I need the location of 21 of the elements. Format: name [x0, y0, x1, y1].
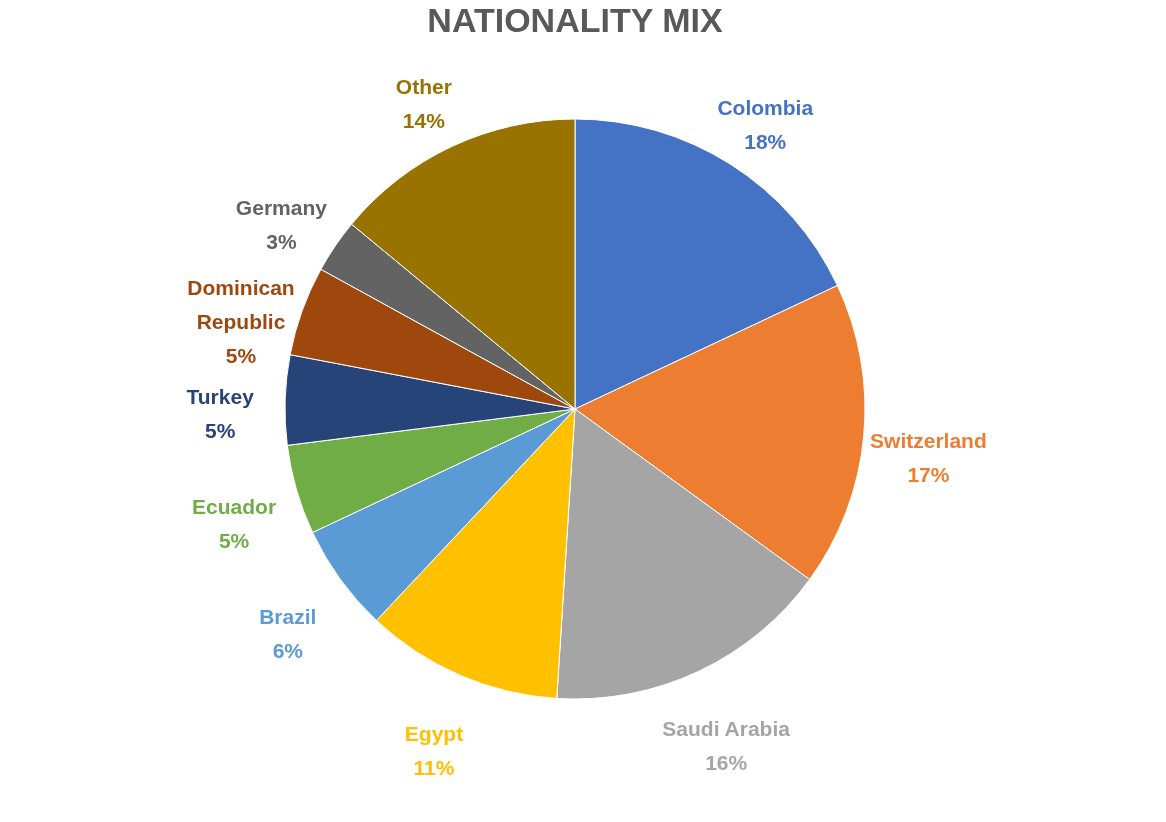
data-label: 6%	[272, 638, 304, 662]
data-label: 11%	[413, 755, 455, 779]
data-label: 5%	[205, 418, 236, 442]
slice-label: Dominican Republic	[187, 275, 295, 333]
chart-title: NATIONALITY MIX	[427, 1, 723, 39]
data-label: 18%	[744, 130, 787, 154]
data-label: 17%	[907, 463, 950, 487]
slice-label: Brazil	[259, 604, 317, 628]
slice-label: Turkey	[186, 384, 255, 408]
slice-label: Colombia	[717, 96, 814, 120]
slice-label: Ecuador	[192, 495, 277, 519]
slice-label: Switzerland	[870, 429, 987, 453]
data-label: 5%	[225, 343, 257, 367]
slice-label: Germany	[235, 196, 328, 220]
slice-label: Egypt	[404, 721, 464, 745]
slice-label: Saudi Arabia	[662, 717, 791, 741]
data-label: 3%	[266, 230, 297, 254]
data-label: 5%	[218, 529, 250, 553]
data-label: 14%	[402, 108, 446, 132]
slice-label: Other	[395, 74, 452, 98]
data-label: 16%	[705, 751, 748, 775]
